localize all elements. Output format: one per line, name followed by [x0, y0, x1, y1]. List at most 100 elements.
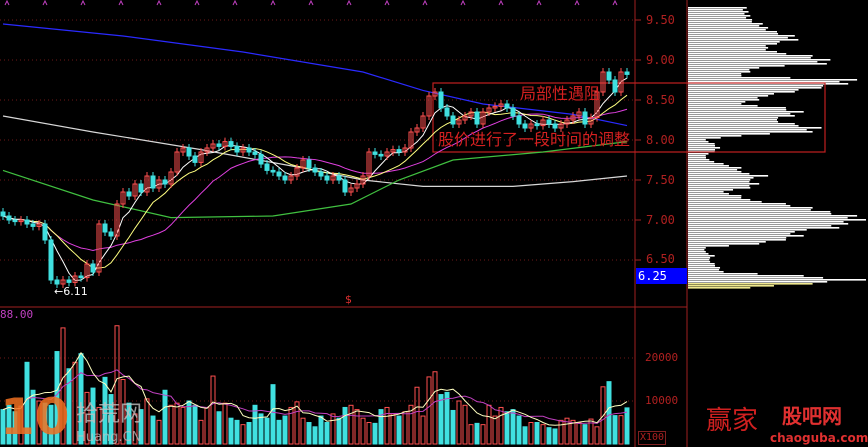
current-price-label: 6.25 — [636, 268, 687, 284]
candle-up — [570, 115, 576, 121]
volume-profile-bar — [688, 209, 811, 211]
candle-up — [84, 263, 90, 279]
top-marker-icon — [498, 0, 504, 6]
volume-profile-bar — [688, 271, 724, 273]
candle-down — [336, 175, 342, 181]
volume-profile-bar — [688, 265, 716, 267]
volume-profile-bar — [688, 97, 758, 99]
volume-profile-bar — [688, 53, 787, 55]
volume-bar — [198, 419, 204, 445]
volume-profile-bar — [688, 105, 758, 107]
volume-profile-bar — [688, 213, 832, 215]
volume-profile-bar — [688, 79, 858, 81]
volume-profile-bar — [688, 43, 777, 45]
top-marker-icon — [422, 0, 428, 6]
candle-up — [384, 151, 390, 157]
candle-down — [324, 175, 330, 181]
candle-down — [258, 153, 264, 165]
volume-profile-bar — [688, 247, 706, 249]
volume-profile-bar — [688, 201, 762, 203]
volume-profile-bar — [688, 163, 724, 165]
volume-profile-bar — [688, 129, 807, 131]
price-tick: 7.50 — [646, 173, 675, 187]
event-marker[interactable]: $ — [345, 293, 352, 306]
volume-profile-bar — [688, 231, 795, 233]
volume-profile-bar — [688, 167, 742, 169]
candle-up — [360, 175, 366, 185]
volume-profile-bar — [688, 223, 849, 225]
candle-down — [186, 147, 192, 157]
watermark-left-name: 拾荒网 — [76, 402, 143, 427]
candle-up — [540, 119, 546, 127]
top-marker-icon — [232, 0, 238, 6]
volume-bar — [390, 413, 396, 445]
volume-bar — [618, 415, 624, 445]
long-moving-average-line — [2, 23, 628, 127]
watermark-right-url: chaoguba.com — [770, 431, 868, 445]
candle-up — [132, 183, 138, 197]
candle-down — [474, 111, 480, 125]
volume-bar — [456, 400, 462, 445]
candle-down — [126, 191, 132, 197]
top-marker-icon — [42, 0, 48, 6]
top-marker-icon — [346, 0, 352, 6]
volume-bar — [234, 419, 240, 445]
volume-bar — [54, 351, 60, 445]
candle-up — [426, 95, 432, 117]
candle-down — [606, 71, 612, 81]
candle-down — [216, 143, 222, 147]
volume-profile-bar — [688, 239, 786, 241]
candle-down — [246, 147, 252, 153]
volume-profile-bar — [688, 237, 787, 239]
volume-bar — [408, 404, 414, 445]
volume-profile-bar — [688, 15, 751, 17]
volume-bar — [18, 405, 24, 445]
price-tick: 8.50 — [646, 93, 675, 107]
volume-profile-bar — [688, 149, 716, 151]
volume-profile-bar — [688, 115, 795, 117]
top-marker-icon — [118, 0, 124, 6]
volume-bar — [372, 422, 378, 445]
volume-profile-bar — [688, 69, 750, 71]
candle-down — [522, 123, 528, 129]
volume-profile-bar — [688, 113, 791, 115]
volume-bar — [240, 424, 246, 445]
volume-profile-bar — [688, 287, 751, 289]
volume-bar — [540, 424, 546, 445]
volume-profile-bar — [688, 203, 786, 205]
volume-bar — [354, 409, 360, 445]
volume-profile-bar — [688, 55, 813, 57]
volume-ma10 — [2, 369, 628, 424]
volume-profile-bar — [688, 173, 750, 175]
volume-bar — [330, 413, 336, 445]
volume-profile-bar — [688, 95, 769, 97]
candle-down — [78, 275, 84, 279]
candle-up — [348, 187, 354, 193]
volume-profile-bar — [688, 193, 729, 195]
candle-up — [156, 179, 162, 189]
volume-profile-bar — [688, 153, 709, 155]
candle-up — [414, 127, 420, 133]
volume-bar — [510, 409, 516, 445]
volume-profile-bar — [688, 207, 813, 209]
volume-profile-bar — [688, 241, 766, 243]
candle-down — [534, 123, 540, 127]
candle-up — [408, 131, 414, 149]
volume-bar — [324, 422, 330, 445]
volume-profile-bar — [688, 165, 729, 167]
volume-profile-bar — [688, 143, 715, 145]
volume-bar — [48, 404, 54, 445]
volume-bar — [150, 415, 156, 445]
volume-profile-bar — [688, 87, 822, 89]
volume-profile-bar — [688, 29, 766, 31]
volume-profile-bar — [688, 267, 721, 269]
candle-down — [372, 151, 378, 155]
volume-bar — [162, 389, 168, 445]
candle-down — [252, 151, 258, 155]
volume-bar — [396, 415, 402, 445]
volume-profile-bar — [688, 83, 849, 85]
volume-bar — [558, 419, 564, 445]
candle-down — [378, 153, 384, 157]
top-marker-icon — [270, 0, 276, 6]
volume-profile-bar — [688, 57, 811, 59]
